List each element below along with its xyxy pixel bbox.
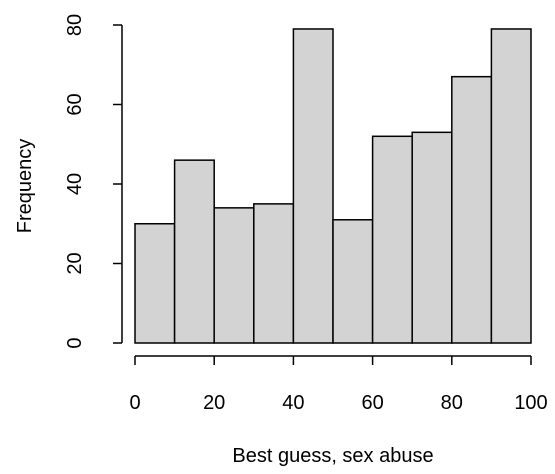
x-tick-label: 80	[441, 392, 463, 414]
bars-group	[134, 28, 532, 344]
x-tick-label: 100	[514, 392, 547, 414]
x-axis: 0 20 40 60 80 100	[129, 355, 548, 414]
x-axis-label: Best guess, sex abuse	[232, 445, 433, 467]
x-tick-label: 20	[203, 392, 225, 414]
y-axis-label: Frequency	[14, 139, 36, 234]
histogram-bar	[490, 28, 532, 344]
y-tick-label: 60	[64, 93, 86, 115]
y-ticks-group: 0 20 40 60 80	[64, 14, 122, 349]
histogram-bar	[451, 75, 493, 344]
histogram-bar	[134, 223, 176, 344]
histogram-bar	[371, 135, 413, 344]
histogram-bar	[292, 28, 334, 344]
histogram-bar	[173, 159, 215, 344]
x-ticks-group: 0 20 40 60 80 100	[129, 356, 548, 414]
y-tick-label: 80	[64, 14, 86, 36]
y-tick-label: 0	[64, 337, 86, 348]
y-tick-label: 20	[64, 252, 86, 274]
histogram-bar	[213, 207, 255, 344]
y-tick-label: 40	[64, 173, 86, 195]
x-tick-label: 0	[129, 392, 140, 414]
x-tick-label: 60	[361, 392, 383, 414]
x-tick-label: 40	[282, 392, 304, 414]
histogram-bar	[253, 203, 295, 344]
y-axis: 0 20 40 60 80	[64, 14, 123, 349]
histogram-bar	[411, 131, 453, 344]
histogram-bar	[332, 219, 374, 344]
